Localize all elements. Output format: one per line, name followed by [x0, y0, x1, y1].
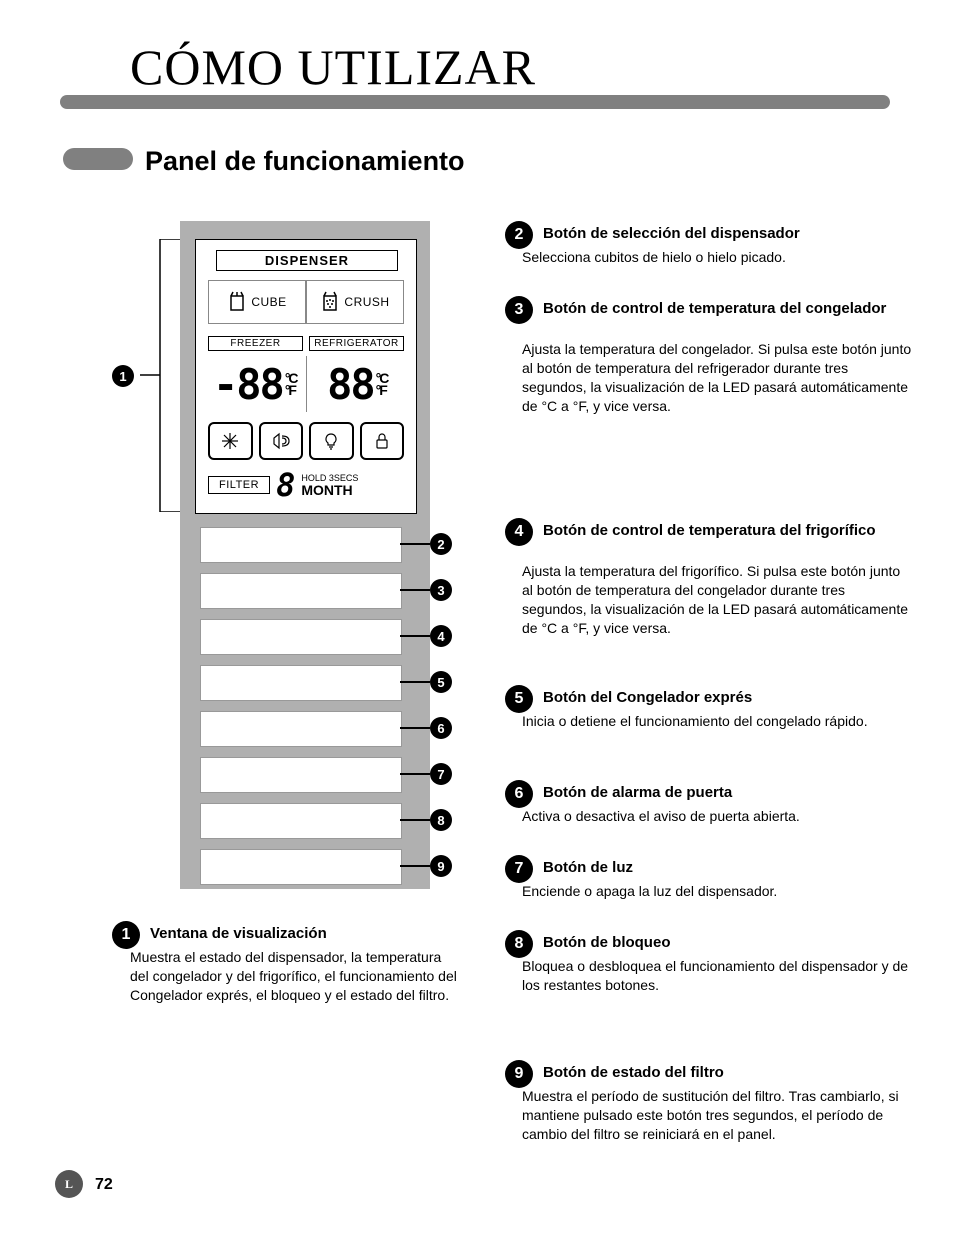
item-head-3: Botón de control de temperatura del cong…	[543, 300, 903, 317]
deg-f-2: °F	[376, 382, 386, 398]
callout-line-5	[400, 681, 430, 683]
item-head-6: Botón de alarma de puerta	[543, 784, 903, 801]
callout-dot-9: 9	[430, 855, 452, 877]
callout-dot-1: 1	[112, 365, 134, 387]
panel-button-8	[200, 803, 402, 839]
panel-button-6	[200, 711, 402, 747]
callout-dot-6: 6	[430, 717, 452, 739]
freezer-label: FREEZER	[208, 336, 303, 351]
callout-dot-5: 5	[430, 671, 452, 693]
lg-logo-icon: L	[55, 1170, 83, 1198]
item-body-8: Bloquea o desbloquea el funcionamiento d…	[522, 957, 912, 995]
panel-button-3	[200, 573, 402, 609]
item-head-4: Botón de control de temperatura del frig…	[543, 522, 903, 539]
item-body-7: Enciende o apaga la luz del dispensador.	[522, 882, 912, 901]
item-head-8: Botón de bloqueo	[543, 934, 903, 951]
item-head-2: Botón de selección del dispensador	[543, 225, 903, 242]
fridge-temp: 88 °C°F	[307, 356, 409, 412]
callout-dot-7: 7	[430, 763, 452, 785]
item-bullet-7: 7	[505, 855, 533, 883]
item-head-5: Botón del Congelador exprés	[543, 689, 903, 706]
fridge-temp-value: 88	[327, 360, 374, 409]
callout-line-9	[400, 865, 430, 867]
cube-indicator: CUBE	[208, 280, 306, 324]
callout-dot-3: 3	[430, 579, 452, 601]
item-body-3: Ajusta la temperatura del congelador. Si…	[522, 340, 912, 416]
month-text: MONTH	[301, 483, 358, 497]
page-number: 72	[95, 1176, 113, 1194]
filter-label: FILTER	[208, 476, 270, 494]
item-bullet-9: 9	[505, 1060, 533, 1088]
refrigerator-label: REFRIGERATOR	[309, 336, 404, 351]
section-heading: Panel de funcionamiento	[145, 146, 465, 177]
dispenser-label: DISPENSER	[216, 250, 398, 271]
deg-f: °F	[285, 382, 295, 398]
item-bullet-1: 1	[112, 921, 140, 949]
crush-text: CRUSH	[344, 295, 389, 309]
callout-dot-8: 8	[430, 809, 452, 831]
callout-dot-4: 4	[430, 625, 452, 647]
callout-line-6	[400, 727, 430, 729]
filter-months-value: 8	[276, 466, 295, 504]
callout-1-bracket	[140, 239, 180, 512]
callout-line-7	[400, 773, 430, 775]
item-bullet-8: 8	[505, 930, 533, 958]
page-title: CÓMO UTILIZAR	[130, 38, 536, 96]
cube-text: CUBE	[251, 295, 286, 309]
item-bullet-6: 6	[505, 780, 533, 808]
cube-icon	[227, 290, 247, 314]
crush-icon	[320, 290, 340, 314]
crush-indicator: CRUSH	[306, 280, 404, 324]
panel-button-4	[200, 619, 402, 655]
callout-line-4	[400, 635, 430, 637]
freezer-temp: -88 °C°F	[204, 356, 307, 412]
header-rule	[60, 95, 890, 109]
item-bullet-4: 4	[505, 518, 533, 546]
panel-button-7	[200, 757, 402, 793]
panel-button-5	[200, 665, 402, 701]
callout-line-3	[400, 589, 430, 591]
section-pill	[63, 148, 133, 170]
freezer-temp-value: -88	[213, 360, 283, 409]
item-body-4: Ajusta la temperatura del frigorífico. S…	[522, 562, 912, 638]
panel-button-9	[200, 849, 402, 885]
callout-dot-2: 2	[430, 533, 452, 555]
control-panel: DISPENSER CUBE CRUSH FREEZER REFRIGERATO…	[180, 221, 430, 889]
express-freeze-icon	[208, 422, 253, 460]
item-head-9: Botón de estado del filtro	[543, 1064, 903, 1081]
item-bullet-3: 3	[505, 296, 533, 324]
item-body-5: Inicia o detiene el funcionamiento del c…	[522, 712, 912, 731]
callout-line-8	[400, 819, 430, 821]
item-head-7: Botón de luz	[543, 859, 903, 876]
light-icon	[309, 422, 354, 460]
item-bullet-5: 5	[505, 685, 533, 713]
panel-button-2	[200, 527, 402, 563]
callout-line-2	[400, 543, 430, 545]
item-body-1: Muestra el estado del dispensador, la te…	[130, 948, 460, 1005]
lcd-display: DISPENSER CUBE CRUSH FREEZER REFRIGERATO…	[195, 239, 417, 514]
item-body-6: Activa o desactiva el aviso de puerta ab…	[522, 807, 912, 826]
item-head-1: Ventana de visualización	[150, 925, 327, 942]
item-body-9: Muestra el período de sustitución del fi…	[522, 1087, 912, 1144]
lock-icon	[360, 422, 405, 460]
door-alarm-icon	[259, 422, 304, 460]
item-bullet-2: 2	[505, 221, 533, 249]
item-body-2: Selecciona cubitos de hielo o hielo pica…	[522, 248, 912, 267]
